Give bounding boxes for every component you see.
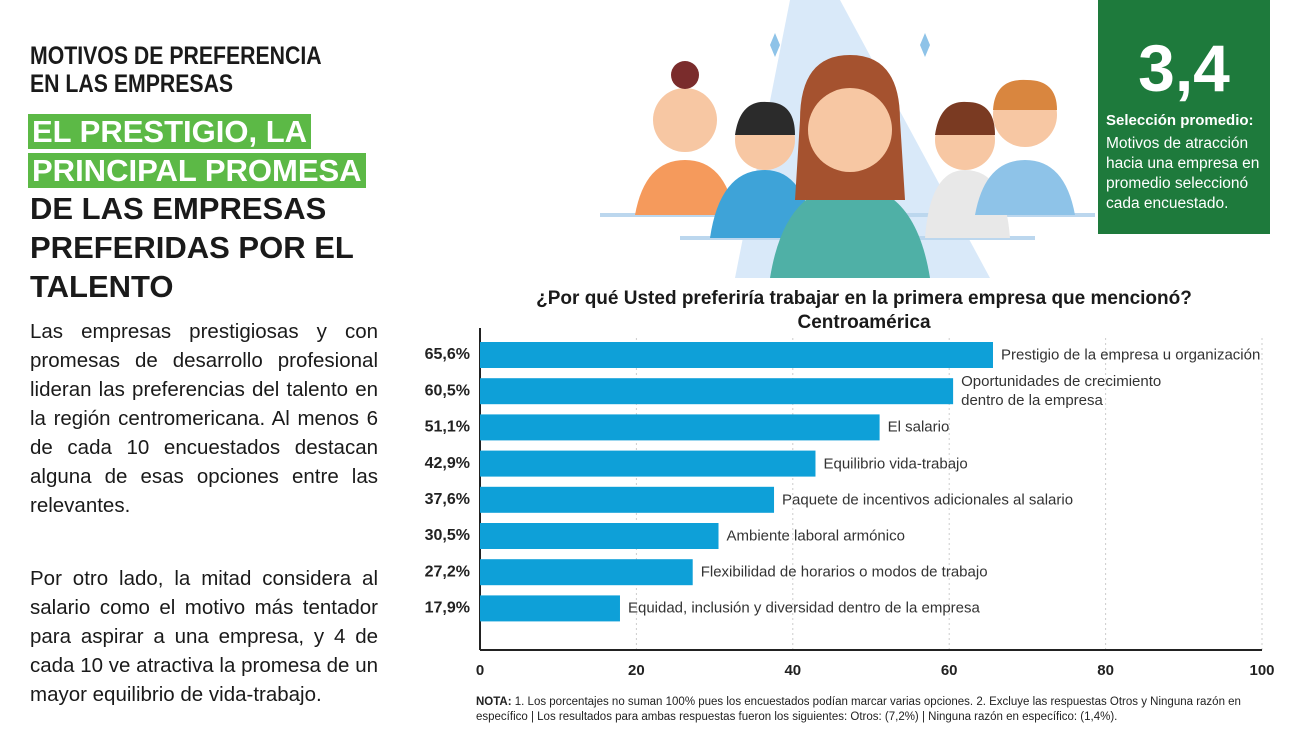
category-label: Equilibrio vida-trabajo — [823, 455, 968, 473]
highlight-line: EL PRESTIGIO, LA — [28, 114, 312, 149]
category-label: Flexibilidad de horarios o modos de trab… — [700, 563, 988, 581]
value-label: 30,5% — [425, 527, 470, 544]
x-tick-label: 0 — [476, 662, 484, 679]
bar — [480, 486, 775, 513]
value-label: 27,2% — [425, 563, 470, 580]
stat-box: 3,4 Selección promedio: Motivos de atrac… — [1098, 0, 1270, 234]
highlight-line: PRINCIPAL PROMESA — [28, 153, 366, 188]
chart-title: ¿Por qué Usted preferiría trabajar en la… — [536, 288, 1192, 309]
headline-line: TALENTO — [30, 269, 174, 304]
bar — [480, 595, 620, 622]
bar — [480, 342, 993, 368]
kicker-line: EN LAS EMPRESAS — [30, 70, 234, 98]
paragraph: Por otro lado, la mitad considera al sal… — [30, 567, 378, 706]
bar — [480, 450, 816, 477]
value-label: 17,9% — [425, 600, 470, 617]
bar — [480, 378, 954, 405]
stat-text: Motivos de atracción hacia una empresa e… — [1106, 135, 1260, 212]
category-label: Paquete de incentivos adicionales al sal… — [782, 491, 1074, 509]
kicker-line: MOTIVOS DE PREFERENCIA — [30, 42, 322, 70]
paragraph: Las empresas prestigiosas y con promesas… — [30, 320, 378, 517]
bar — [480, 559, 693, 586]
x-tick-label: 100 — [1249, 662, 1274, 679]
value-label: 65,6% — [425, 346, 470, 363]
stat-label: Selección promedio: — [1106, 112, 1254, 129]
category-label: Oportunidades de crecimiento dentro de l… — [961, 373, 1162, 410]
x-tick-label: 60 — [941, 662, 958, 679]
x-tick-label: 20 — [628, 662, 645, 679]
headline-line: DE LAS EMPRESAS — [30, 191, 327, 226]
x-tick-label: 40 — [784, 662, 801, 679]
note-label: NOTA: — [476, 696, 512, 708]
category-label: Prestigio de la empresa u organización — [1000, 346, 1261, 364]
x-tick-label: 80 — [1097, 662, 1114, 679]
stat-value: 3,4 — [1138, 31, 1230, 105]
category-label: Ambiente laboral armónico — [726, 527, 905, 545]
note-text: 1. Los porcentajes no suman 100% pues lo… — [476, 696, 1241, 723]
kicker: MOTIVOS DE PREFERENCIA EN LAS EMPRESAS — [30, 42, 322, 98]
category-label: El salario — [887, 418, 950, 436]
headline-line: PREFERIDAS POR EL — [30, 230, 354, 265]
value-label: 51,1% — [425, 419, 470, 436]
category-label: Equidad, inclusión y diversidad dentro d… — [627, 599, 980, 617]
bar — [480, 523, 719, 549]
illustration — [600, 0, 1095, 278]
bar — [480, 414, 880, 441]
value-label: 37,6% — [425, 491, 470, 508]
note: NOTA: 1. Los porcentajes no suman 100% p… — [476, 695, 1266, 725]
chart-subtitle: Centroamérica — [797, 312, 931, 333]
value-label: 42,9% — [425, 455, 470, 472]
value-label: 60,5% — [425, 382, 470, 399]
